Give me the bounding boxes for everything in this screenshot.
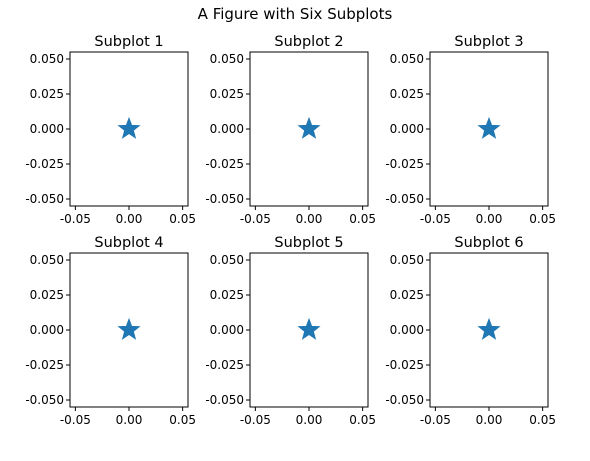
x-tick-label: -0.05 <box>60 212 91 226</box>
y-tick-label: -0.050 <box>205 393 244 407</box>
y-tick-label: 0.000 <box>390 323 424 337</box>
x-tick-label: 0.00 <box>296 413 323 427</box>
y-tick-label: -0.025 <box>205 358 244 372</box>
x-tick-label: 0.00 <box>296 212 323 226</box>
x-tick-label: 0.05 <box>529 212 556 226</box>
x-tick-label: -0.05 <box>240 212 271 226</box>
axes-frame <box>249 51 369 207</box>
y-tick-label: 0.025 <box>210 288 244 302</box>
y-tick-label: -0.025 <box>385 157 424 171</box>
subplot-title: Subplot 5 <box>274 235 343 251</box>
y-tick-label: 0.000 <box>210 122 244 136</box>
y-tick-label: -0.050 <box>205 192 244 206</box>
subplot-1: Subplot 1 0.050 0.025 0.000 -0.025 -0.050 -0.0… <box>25 34 196 226</box>
y-tick-label: -0.050 <box>385 192 424 206</box>
x-tick-label: -0.05 <box>60 413 91 427</box>
y-tick-label: 0.050 <box>390 253 424 267</box>
y-tick-label: -0.050 <box>25 192 64 206</box>
x-tick-label: 0.05 <box>349 212 376 226</box>
subplot-5: Subplot 5 0.050 0.025 0.000 -0.025 -0.050 -0.0… <box>205 235 376 427</box>
y-tick-label: 0.025 <box>30 288 64 302</box>
y-tick-label: 0.000 <box>30 122 64 136</box>
star-marker <box>297 116 321 139</box>
y-tick-label: 0.050 <box>210 253 244 267</box>
x-tick-label: 0.05 <box>529 413 556 427</box>
axes-frame <box>249 252 369 408</box>
y-tick-label: -0.025 <box>25 157 64 171</box>
x-tick-label: 0.05 <box>349 413 376 427</box>
subplot-title: Subplot 6 <box>454 235 523 251</box>
star-marker <box>117 116 141 139</box>
x-tick-label: 0.00 <box>116 212 143 226</box>
y-tick-label: 0.025 <box>390 87 424 101</box>
axes-frame <box>429 252 549 408</box>
y-tick-label: -0.025 <box>385 358 424 372</box>
axes-frame <box>69 51 189 207</box>
x-tick-label: -0.05 <box>240 413 271 427</box>
subplot-title: Subplot 4 <box>94 235 163 251</box>
star-marker <box>117 317 141 340</box>
x-tick-label: 0.05 <box>169 413 196 427</box>
y-tick-label: -0.025 <box>25 358 64 372</box>
y-tick-label: 0.050 <box>210 52 244 66</box>
y-tick-label: 0.050 <box>390 52 424 66</box>
y-tick-label: -0.025 <box>205 157 244 171</box>
star-marker <box>297 317 321 340</box>
y-tick-label: 0.000 <box>210 323 244 337</box>
y-tick-label: 0.000 <box>30 323 64 337</box>
x-tick-label: -0.05 <box>420 413 451 427</box>
subplot-6: Subplot 6 0.050 0.025 0.000 -0.025 -0.050 -0.0… <box>385 235 556 427</box>
figure-title: A Figure with Six Subplots <box>197 5 393 23</box>
y-tick-label: 0.050 <box>30 253 64 267</box>
subplot-2: Subplot 2 0.050 0.025 0.000 -0.025 -0.050 -0.0… <box>205 34 376 226</box>
subplot-title: Subplot 3 <box>454 34 523 50</box>
y-tick-label: 0.025 <box>30 87 64 101</box>
y-tick-label: 0.000 <box>390 122 424 136</box>
subplot-title: Subplot 1 <box>94 34 163 50</box>
star-marker <box>477 317 501 340</box>
y-tick-label: -0.050 <box>25 393 64 407</box>
x-tick-label: 0.00 <box>116 413 143 427</box>
axes-frame <box>69 252 189 408</box>
x-tick-label: -0.05 <box>420 212 451 226</box>
subplot-3: Subplot 3 0.050 0.025 0.000 -0.025 -0.050 -0.0… <box>385 34 556 226</box>
y-tick-label: 0.025 <box>390 288 424 302</box>
y-tick-label: 0.025 <box>210 87 244 101</box>
x-tick-label: 0.00 <box>476 413 503 427</box>
axes-frame <box>429 51 549 207</box>
x-tick-label: 0.05 <box>169 212 196 226</box>
x-tick-label: 0.00 <box>476 212 503 226</box>
subplot-title: Subplot 2 <box>274 34 343 50</box>
y-tick-label: 0.050 <box>30 52 64 66</box>
subplot-4: Subplot 4 0.050 0.025 0.000 -0.025 -0.050 -0.0… <box>25 235 196 427</box>
y-tick-label: -0.050 <box>385 393 424 407</box>
star-marker <box>477 116 501 139</box>
